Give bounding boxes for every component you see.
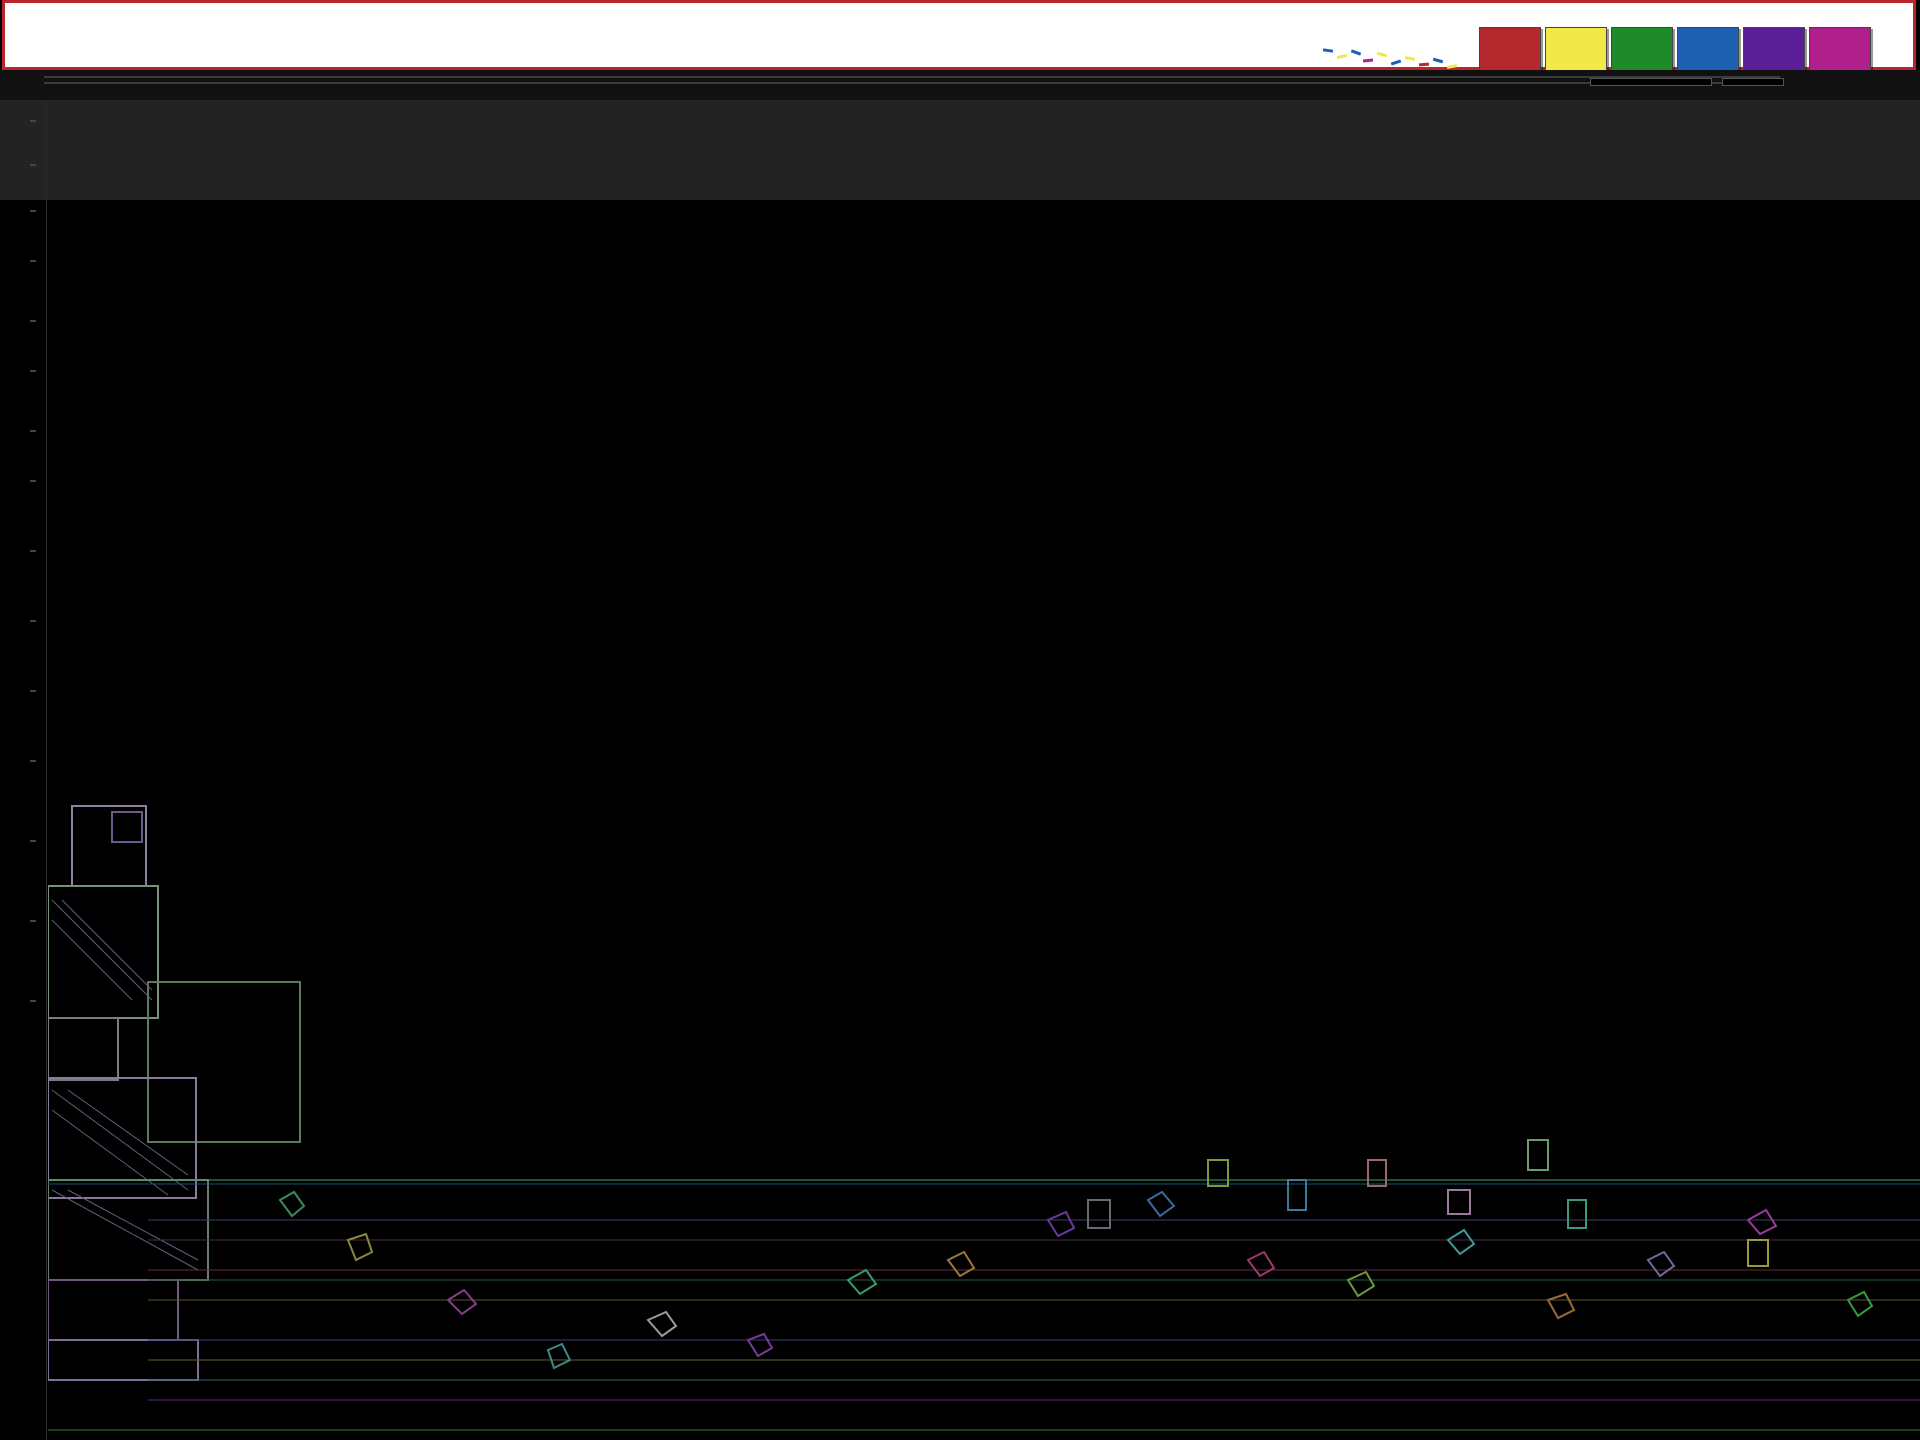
building-block: [48, 885, 159, 1019]
building-outline: [147, 981, 301, 1143]
ruler-tick: [30, 760, 36, 762]
ruler-tick: [30, 320, 36, 322]
ruler-tick: [30, 164, 36, 166]
ruler-tick: [30, 620, 36, 622]
building-window: [111, 811, 143, 843]
ruler-tick: [30, 370, 36, 372]
canvas-stage[interactable]: [48, 200, 1920, 1440]
ruler-tick: [30, 840, 36, 842]
ruler-tick: [30, 430, 36, 432]
ruler-tick: [30, 550, 36, 552]
vertical-ruler: [0, 100, 48, 1440]
ruler-tick: [30, 480, 36, 482]
ruler-tick: [30, 210, 36, 212]
building-block: [71, 805, 147, 887]
toolbar-strip: [0, 70, 1920, 101]
top-header-bar: [2, 0, 1916, 71]
ruler-tick: [30, 120, 36, 122]
color-swatch-group: [1479, 27, 1871, 71]
ruler-tick: [30, 920, 36, 922]
building-block: [48, 1077, 197, 1199]
color-swatch-green[interactable]: [1611, 27, 1673, 71]
toolbar-slider[interactable]: [1722, 78, 1784, 86]
options-panel: [0, 100, 1920, 200]
building-block: [48, 1179, 209, 1281]
color-swatch-yellow[interactable]: [1545, 27, 1607, 71]
color-swatch-blue[interactable]: [1677, 27, 1739, 71]
toolbar-divider: [44, 82, 1780, 84]
color-swatch-red[interactable]: [1479, 27, 1541, 71]
color-swatch-purple[interactable]: [1743, 27, 1805, 71]
edge-render-scene: [48, 805, 1920, 1431]
color-swatch-magenta[interactable]: [1809, 27, 1871, 71]
vertical-ruler-line: [46, 100, 47, 1440]
building-block: [48, 1279, 179, 1341]
ruler-tick: [30, 260, 36, 262]
toolbar-divider: [44, 76, 1780, 78]
toolbar-slider[interactable]: [1590, 78, 1712, 86]
building-block: [48, 1017, 119, 1081]
ruler-tick: [30, 1000, 36, 1002]
ruler-tick: [30, 690, 36, 692]
